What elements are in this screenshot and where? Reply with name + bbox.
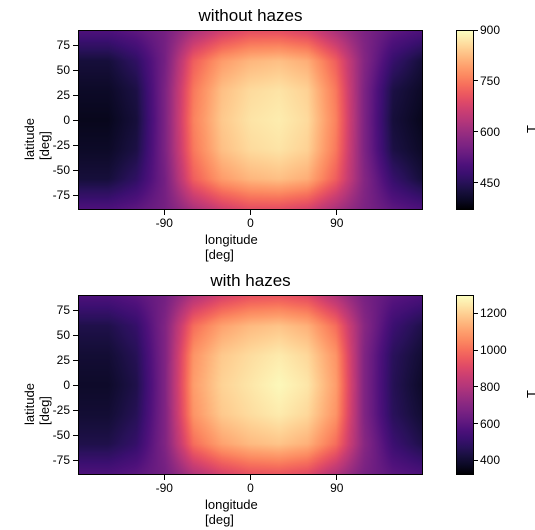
y-tick [73, 95, 78, 96]
cbar-tick-label: 400 [480, 453, 500, 467]
x-tick-label: 90 [330, 481, 343, 495]
y-tick-label: -50 [48, 428, 70, 442]
y-tick-label: 0 [48, 378, 70, 392]
xlabel-top: longitude [deg] [205, 232, 258, 262]
cbar-tick [474, 460, 478, 461]
cbar-tick [474, 423, 478, 424]
x-tick-label: 90 [330, 216, 343, 230]
y-tick-label: -75 [48, 453, 70, 467]
cbar-tick [474, 80, 478, 81]
x-tick-label: -90 [156, 216, 173, 230]
x-tick [250, 210, 251, 215]
cbar-tick [474, 350, 478, 351]
y-tick [73, 170, 78, 171]
title-top: without hazes [78, 6, 423, 26]
xlabel-bottom: longitude [deg] [205, 497, 258, 527]
y-tick-label: 25 [48, 353, 70, 367]
y-tick [73, 410, 78, 411]
cbar-tick [474, 386, 478, 387]
y-tick [73, 460, 78, 461]
cbar-tick-label: 450 [480, 176, 500, 190]
y-tick [73, 335, 78, 336]
y-tick-label: -75 [48, 188, 70, 202]
x-tick [164, 475, 165, 480]
y-tick [73, 360, 78, 361]
x-tick-label: 0 [247, 481, 254, 495]
cbar-tick-label: 800 [480, 380, 500, 394]
cbar-tick-label: 1000 [480, 343, 507, 357]
cbar-label-bottom: T [K] [524, 382, 535, 398]
heatmap-top [78, 30, 423, 210]
y-tick [73, 145, 78, 146]
y-tick-label: 25 [48, 88, 70, 102]
y-tick [73, 310, 78, 311]
colorbar-bottom [456, 295, 474, 475]
y-tick-label: 75 [48, 38, 70, 52]
title-bottom: with hazes [78, 271, 423, 291]
cbar-tick [474, 313, 478, 314]
y-tick-label: 75 [48, 303, 70, 317]
x-tick [336, 475, 337, 480]
y-tick [73, 120, 78, 121]
cbar-label-top: T [K] [524, 117, 535, 133]
y-tick-label: -25 [48, 138, 70, 152]
heatmap-bottom [78, 295, 423, 475]
y-tick-label: 50 [48, 328, 70, 342]
cbar-tick-label: 900 [480, 23, 500, 37]
y-tick [73, 45, 78, 46]
cbar-tick-label: 750 [480, 74, 500, 88]
y-tick [73, 435, 78, 436]
x-tick [164, 210, 165, 215]
y-tick [73, 70, 78, 71]
y-tick [73, 195, 78, 196]
y-tick [73, 385, 78, 386]
cbar-tick [474, 30, 478, 31]
cbar-tick [474, 182, 478, 183]
y-tick-label: 0 [48, 113, 70, 127]
cbar-tick-label: 600 [480, 125, 500, 139]
colorbar-top [456, 30, 474, 210]
x-tick-label: -90 [156, 481, 173, 495]
y-tick-label: 50 [48, 63, 70, 77]
y-tick-label: -25 [48, 403, 70, 417]
y-tick-label: -50 [48, 163, 70, 177]
cbar-tick-label: 600 [480, 417, 500, 431]
cbar-tick-label: 1200 [480, 306, 507, 320]
x-tick [250, 475, 251, 480]
x-tick [336, 210, 337, 215]
cbar-tick [474, 131, 478, 132]
x-tick-label: 0 [247, 216, 254, 230]
